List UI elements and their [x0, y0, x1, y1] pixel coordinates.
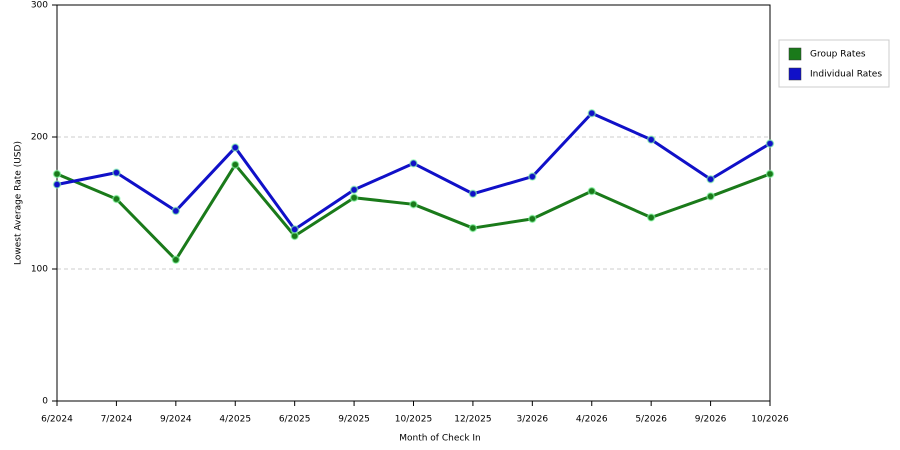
y-axis-title: Lowest Average Rate (USD) [14, 141, 24, 265]
x-tick-label: 9/2025 [338, 415, 370, 425]
x-tick-label: 4/2026 [576, 415, 608, 425]
x-tick-label: 5/2026 [635, 415, 667, 425]
data-point [468, 189, 478, 199]
x-tick-label: 7/2024 [101, 415, 133, 425]
data-point [52, 180, 62, 189]
data-point [112, 168, 121, 177]
series-line [56, 163, 771, 262]
x-tick-label: 10/2026 [751, 415, 789, 425]
data-point [765, 169, 775, 179]
data-point [231, 160, 240, 169]
y-tick-label: 200 [31, 133, 48, 143]
x-tick-label: 9/2024 [160, 415, 192, 425]
x-tick-label: 10/2025 [395, 415, 432, 425]
data-point [646, 135, 656, 144]
x-axis-title: Month of Check In [399, 434, 481, 444]
y-tick-label: 0 [42, 397, 48, 407]
data-point [171, 255, 181, 265]
data-point [112, 194, 121, 204]
x-tick-label: 12/2025 [454, 415, 491, 425]
data-point [409, 159, 418, 168]
data-point [706, 192, 715, 201]
data-point [231, 143, 240, 152]
data-point [765, 139, 775, 148]
x-tick-label: 3/2026 [516, 415, 548, 425]
legend-swatch [788, 67, 802, 81]
data-point [468, 223, 478, 233]
data-point [52, 169, 62, 179]
data-point [706, 174, 715, 184]
data-point [587, 108, 596, 118]
data-point [587, 186, 596, 196]
x-tick-label: 4/2025 [219, 415, 251, 425]
data-point [171, 206, 181, 216]
y-tick-label: 300 [31, 1, 48, 11]
x-tick-label: 6/2024 [41, 415, 73, 425]
y-tick-label: 100 [31, 265, 48, 275]
x-tick-label: 9/2026 [695, 415, 727, 425]
data-point [528, 214, 537, 224]
legend-label: Individual Rates [810, 70, 882, 80]
data-point [349, 193, 359, 202]
data-point [409, 200, 418, 209]
data-point [349, 185, 359, 195]
data-point [646, 213, 656, 222]
legend-swatch [788, 47, 802, 61]
data-point [528, 172, 537, 181]
legend-label: Group Rates [810, 50, 866, 60]
data-point [290, 225, 299, 234]
x-tick-label: 6/2025 [279, 415, 311, 425]
